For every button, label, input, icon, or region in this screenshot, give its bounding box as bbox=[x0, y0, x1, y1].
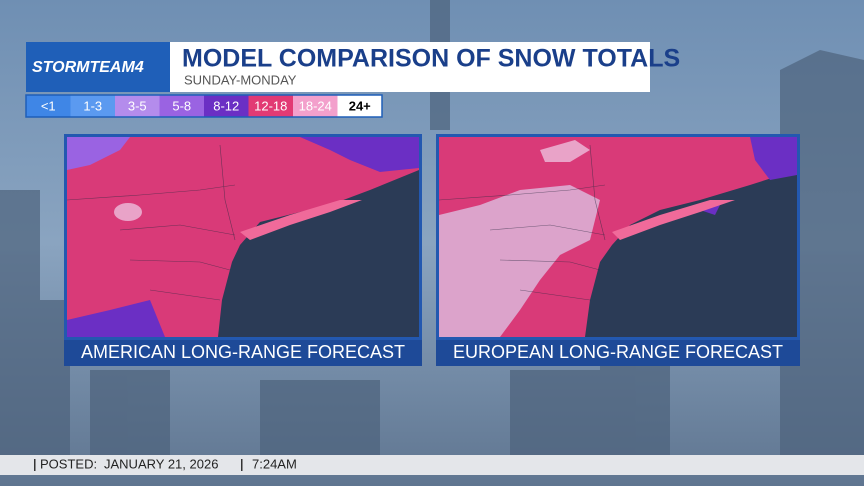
posted-time: 7:24AM bbox=[252, 456, 297, 471]
legend-label: 1-3 bbox=[83, 98, 102, 113]
legend-swatch bbox=[204, 95, 249, 117]
snow-12-18 bbox=[67, 137, 419, 337]
legend-label: 24+ bbox=[349, 98, 371, 113]
title: MODEL COMPARISON OF SNOW TOTALS bbox=[182, 45, 680, 73]
legend-label: 5-8 bbox=[172, 98, 191, 113]
legend-label: 18-24 bbox=[299, 98, 332, 113]
snow-5-8 bbox=[67, 137, 130, 170]
snow-8-12 bbox=[700, 205, 720, 215]
separator bbox=[241, 459, 243, 471]
legend-swatch bbox=[337, 95, 382, 117]
title-accent bbox=[166, 42, 170, 92]
long-island bbox=[612, 200, 735, 240]
snow-18-24 bbox=[439, 185, 600, 337]
legend-swatch bbox=[248, 95, 293, 117]
legend-label: 8-12 bbox=[213, 98, 239, 113]
long-island bbox=[240, 200, 362, 240]
posted-date: JANUARY 21, 2026 bbox=[104, 456, 218, 471]
snow-8-12 bbox=[67, 300, 165, 337]
snow-8-12 bbox=[750, 137, 797, 180]
snow-18-24 bbox=[540, 140, 590, 162]
legend-frame bbox=[25, 94, 383, 118]
logo: STORMTEAM4 bbox=[32, 59, 144, 76]
footer-bar bbox=[0, 455, 864, 475]
posted-label: POSTED: bbox=[40, 456, 97, 471]
map-panel: AMERICAN LONG-RANGE FORECAST bbox=[64, 134, 422, 366]
caption-bar bbox=[436, 340, 800, 366]
snow-8-12 bbox=[300, 137, 419, 172]
legend-label: <1 bbox=[41, 98, 56, 113]
borders bbox=[438, 144, 606, 301]
caption: EUROPEAN LONG-RANGE FORECAST bbox=[453, 342, 783, 362]
logo-box bbox=[26, 42, 166, 92]
legend-label: 12-18 bbox=[254, 98, 287, 113]
caption: AMERICAN LONG-RANGE FORECAST bbox=[81, 342, 405, 362]
title-box bbox=[166, 42, 650, 92]
legend-swatch bbox=[70, 95, 115, 117]
legend-swatch bbox=[159, 95, 204, 117]
legend-swatch bbox=[293, 95, 338, 117]
legend-swatch bbox=[26, 95, 71, 117]
legend-label: 3-5 bbox=[128, 98, 147, 113]
legend-swatch bbox=[115, 95, 160, 117]
caption-bar bbox=[64, 340, 422, 366]
separator bbox=[34, 459, 36, 471]
legend: <1 1-3 3-5 5-8 8-12 12-18 18-24 24+ bbox=[25, 94, 383, 118]
subtitle: SUNDAY-MONDAY bbox=[184, 72, 297, 87]
snow-18-24 bbox=[114, 203, 142, 221]
borders bbox=[66, 144, 236, 301]
map-panel: EUROPEAN LONG-RANGE FORECAST bbox=[436, 134, 800, 366]
